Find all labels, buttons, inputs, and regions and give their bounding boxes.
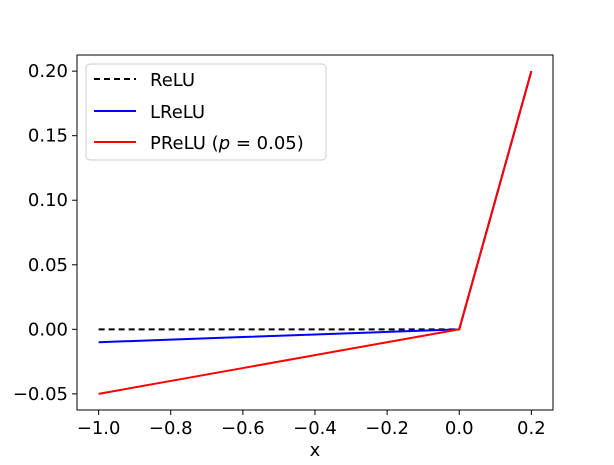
y-tick-label: 0.15 — [28, 126, 68, 147]
ticks-layer: −1.0 −0.8 −0.6 −0.4 −0.2 0.0 0.2 −0.05 0.00 0.05 0… — [13, 61, 546, 439]
legend-label-prelu-rest: = 0.05) — [230, 133, 304, 154]
x-tick-label: −0.2 — [365, 418, 409, 439]
y-tick-label: 0.00 — [28, 319, 68, 340]
series-line-prelu — [98, 70, 533, 395]
legend-label-prelu-main: PReLU ( — [150, 133, 219, 154]
x-tick-label: 0.2 — [517, 418, 546, 439]
y-tick-label: −0.05 — [13, 384, 68, 405]
legend-label-prelu: PReLU (p = 0.05) — [150, 133, 304, 154]
x-tick-label: 0.0 — [445, 418, 474, 439]
y-tick-label: 0.10 — [28, 190, 68, 211]
x-tick-label: −0.8 — [149, 418, 193, 439]
legend-label-lrelu: LReLU — [150, 102, 205, 123]
x-tick-label: −0.6 — [221, 418, 265, 439]
legend-label-prelu-var: p — [218, 133, 230, 154]
y-tick-label: 0.05 — [28, 255, 68, 276]
y-tick-label: 0.20 — [28, 61, 68, 82]
x-axis-title: x — [310, 440, 321, 461]
legend-label-relu: ReLU — [150, 70, 195, 91]
legend: ReLU LReLU PReLU (p = 0.05) — [85, 63, 327, 161]
x-tick-label: −1.0 — [77, 418, 121, 439]
legend-box — [85, 63, 327, 161]
series-layer — [98, 70, 533, 395]
x-tick-label: −0.4 — [293, 418, 337, 439]
series-line-relu — [98, 70, 533, 331]
